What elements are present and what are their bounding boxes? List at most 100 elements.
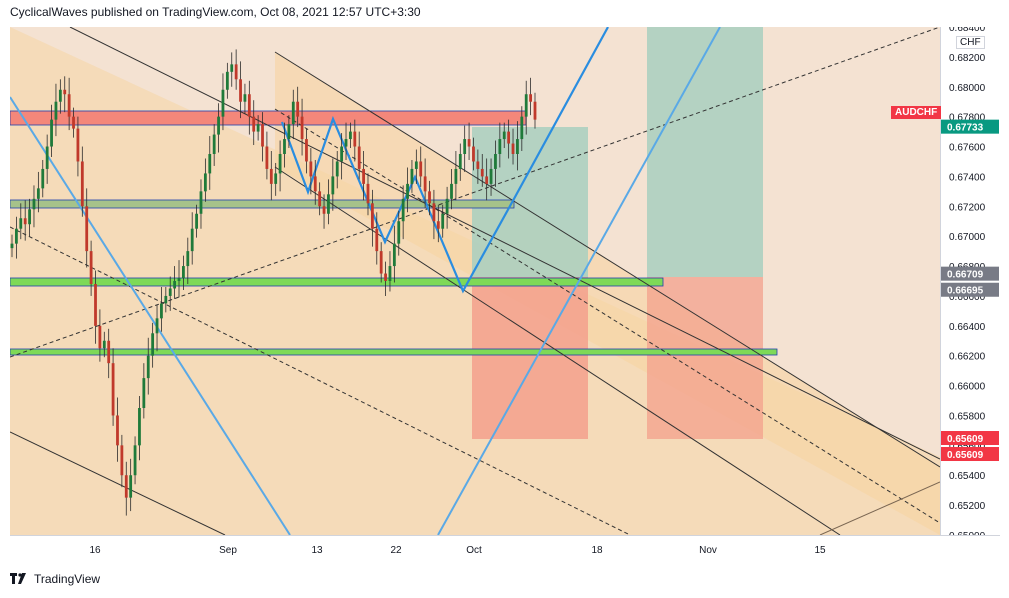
footer-brand: TradingView bbox=[34, 572, 101, 586]
candle-body bbox=[397, 221, 401, 244]
candle-body bbox=[375, 228, 379, 252]
candle-body bbox=[327, 194, 330, 214]
candle-body bbox=[489, 168, 493, 184]
candle-body bbox=[322, 206, 326, 214]
support-zone-mid bbox=[10, 277, 664, 287]
price-tag-stop_upper bbox=[941, 431, 999, 446]
candle-body bbox=[362, 168, 365, 184]
candle-body bbox=[221, 89, 225, 117]
x-tick-label: 13 bbox=[311, 545, 323, 556]
candle-body bbox=[265, 146, 269, 169]
candle-body bbox=[58, 89, 62, 102]
candle-body bbox=[225, 71, 229, 90]
candle-body bbox=[278, 154, 282, 174]
price-tag-label-level_upper: 0.66709 bbox=[947, 270, 984, 281]
candle-body bbox=[291, 101, 295, 125]
candle-body bbox=[14, 228, 18, 244]
support-zone-low bbox=[10, 348, 778, 356]
candle-body bbox=[138, 408, 141, 446]
y-tick-label: 0.67000 bbox=[949, 232, 986, 243]
channel-mid-dashed bbox=[10, 226, 631, 535]
candle-body bbox=[239, 79, 242, 102]
candle-body bbox=[476, 161, 480, 169]
candle-body bbox=[432, 203, 436, 222]
tradingview-logo-icon bbox=[10, 573, 26, 584]
x-tick-label: 16 bbox=[89, 545, 101, 556]
inner-channel-upper bbox=[274, 51, 940, 468]
candle-body bbox=[217, 116, 220, 135]
candle-body bbox=[406, 183, 409, 199]
price-tag-label-level_lower: 0.66695 bbox=[947, 286, 984, 297]
candle-body bbox=[463, 139, 467, 154]
candles-group bbox=[10, 49, 537, 516]
y-tick-label: 0.65400 bbox=[949, 471, 986, 482]
candle-body bbox=[344, 139, 348, 147]
blue-long-line bbox=[10, 96, 291, 535]
candle-body bbox=[50, 119, 53, 147]
symbol-badge: AUDCHF bbox=[891, 106, 942, 119]
candle-body bbox=[195, 213, 198, 229]
candle-body bbox=[120, 445, 124, 476]
candle-body bbox=[384, 273, 387, 281]
rising-channel-line bbox=[819, 481, 940, 535]
candle-body bbox=[80, 161, 84, 207]
footer[interactable]: TradingView bbox=[10, 572, 100, 586]
y-tick-label: 0.68200 bbox=[949, 53, 986, 64]
y-tick-label: 0.67800 bbox=[949, 113, 986, 124]
chart-svg[interactable] bbox=[10, 27, 940, 535]
time-axis[interactable]: 16 Sep 13 22 Oct 18 Nov 15 bbox=[10, 535, 1000, 566]
candle-body bbox=[309, 161, 313, 177]
candle-body bbox=[349, 131, 352, 140]
candle-body bbox=[419, 161, 423, 177]
candle-body bbox=[124, 475, 128, 498]
candle-body bbox=[98, 325, 102, 349]
candle-body bbox=[190, 228, 194, 252]
candle-body bbox=[173, 281, 177, 289]
candle-body bbox=[261, 124, 264, 147]
price-axis[interactable]: 0.68400 0.68200 0.68000 0.67800 0.67600 0.674… bbox=[940, 23, 1001, 542]
y-tick-label: 0.66600 bbox=[949, 292, 986, 303]
price-tags-group: 0.67733 0.66709 0.66695 0.65609 0.65609 bbox=[941, 119, 999, 462]
chart-area[interactable] bbox=[10, 27, 940, 535]
candle-body bbox=[94, 283, 97, 326]
candle-body bbox=[177, 278, 181, 281]
x-tick-label: 18 bbox=[591, 545, 603, 556]
x-tick-label: 22 bbox=[390, 545, 402, 556]
candle-body bbox=[151, 333, 155, 356]
candle-body bbox=[480, 168, 484, 177]
candle-body bbox=[353, 131, 357, 147]
candle-body bbox=[36, 188, 40, 199]
candle-body bbox=[331, 176, 335, 195]
candle-body bbox=[458, 154, 462, 169]
candle-body bbox=[54, 101, 58, 120]
candle-body bbox=[366, 183, 370, 204]
x-ticks-group: 16 Sep 13 22 Oct 18 Nov 15 bbox=[89, 545, 826, 556]
candle-body bbox=[410, 168, 414, 184]
candle-body bbox=[287, 124, 291, 140]
candle-body bbox=[498, 139, 502, 154]
candle-body bbox=[63, 89, 67, 95]
candle-body bbox=[401, 198, 405, 222]
candle-body bbox=[146, 355, 150, 379]
x-tick-label: Oct bbox=[466, 545, 482, 556]
price-tag-label-stop_upper: 0.65609 bbox=[947, 434, 984, 445]
inner-mid-dashed bbox=[274, 108, 940, 524]
candle-body bbox=[199, 191, 203, 214]
candle-body bbox=[533, 101, 537, 120]
candle-body bbox=[507, 131, 511, 144]
candle-body bbox=[168, 288, 172, 296]
candle-body bbox=[230, 64, 234, 72]
channel-upper-line bbox=[69, 27, 940, 460]
candle-body bbox=[129, 475, 133, 498]
candle-body bbox=[164, 295, 168, 304]
candle-body bbox=[441, 213, 445, 229]
publish-header: CyclicalWaves published on TradingView.c… bbox=[10, 5, 421, 19]
price-tag-level_lower bbox=[941, 282, 999, 297]
candle-body bbox=[472, 146, 475, 162]
x-tick-label: Nov bbox=[699, 545, 717, 556]
target-box-2 bbox=[647, 27, 763, 277]
candle-body bbox=[274, 173, 278, 184]
candle-body bbox=[208, 154, 212, 174]
candle-body bbox=[72, 116, 75, 129]
harmonic-pattern bbox=[280, 27, 609, 294]
